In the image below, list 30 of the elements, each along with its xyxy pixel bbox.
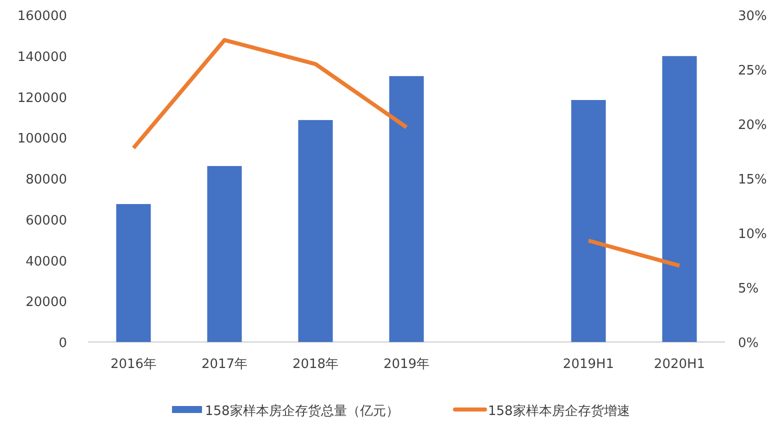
bar bbox=[662, 56, 697, 342]
x-tick-label: 2019年 bbox=[383, 357, 430, 372]
legend-label: 158家样本房企存货总量（亿元） bbox=[205, 403, 399, 419]
y2-tick-label: 30% bbox=[738, 9, 767, 24]
y2-tick-label: 0% bbox=[738, 336, 759, 351]
bar bbox=[298, 120, 333, 342]
x-tick-label: 2020H1 bbox=[654, 357, 706, 372]
x-tick-label: 2018年 bbox=[292, 357, 339, 372]
bar bbox=[207, 166, 242, 342]
y-tick-label: 20000 bbox=[26, 295, 67, 310]
y-tick-label: 140000 bbox=[17, 50, 67, 65]
y-tick-label: 40000 bbox=[26, 254, 67, 270]
y2-tick-label: 25% bbox=[738, 64, 767, 78]
y-tick-label: 0 bbox=[58, 336, 67, 351]
bar bbox=[389, 76, 424, 342]
y2-tick-label: 15% bbox=[738, 172, 767, 188]
y2-tick-label: 10% bbox=[738, 227, 767, 242]
y-tick-label: 160000 bbox=[17, 9, 67, 24]
y2-tick-label: 5% bbox=[738, 282, 759, 296]
y-tick-label: 100000 bbox=[17, 132, 67, 147]
y-tick-label: 120000 bbox=[17, 90, 67, 106]
y-tick-label: 80000 bbox=[26, 172, 67, 188]
x-tick-label: 2017年 bbox=[201, 357, 248, 372]
legend-label: 158家样本房企存货增速 bbox=[488, 403, 630, 419]
x-tick-label: 2019H1 bbox=[562, 357, 614, 372]
y-tick-label: 60000 bbox=[26, 213, 67, 228]
y2-tick-label: 20% bbox=[738, 118, 767, 133]
bar bbox=[116, 204, 151, 342]
x-tick-label: 2016年 bbox=[110, 357, 157, 372]
bar bbox=[571, 100, 606, 342]
